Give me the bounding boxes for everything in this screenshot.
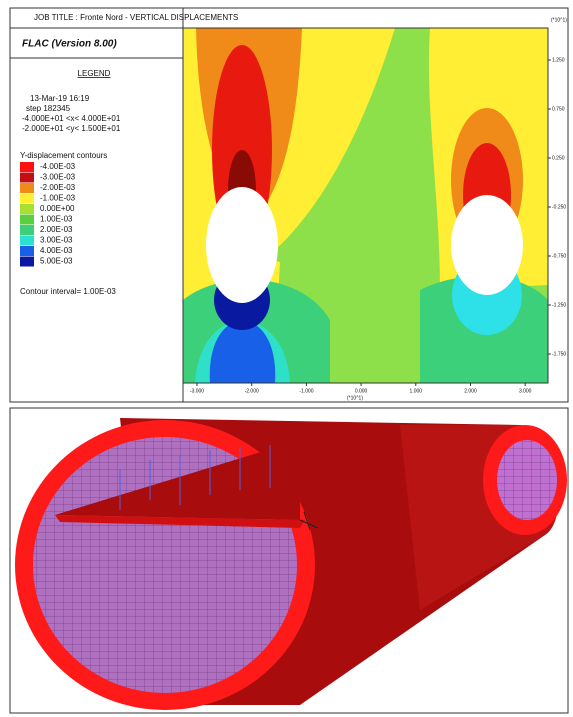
x-multiplier: (*10^1)	[347, 395, 363, 401]
legend-swatch	[20, 172, 34, 183]
x-tick-label: 2.000	[464, 388, 477, 394]
legend-swatch	[20, 183, 34, 193]
job-title: JOB TITLE : Fronte Nord - VERTICAL DISPL…	[34, 13, 238, 22]
plot-frame	[182, 27, 549, 384]
legend-swatch	[20, 204, 34, 214]
legend-level: 5.00E-03	[40, 257, 73, 266]
legend-level: 0.00E+00	[40, 204, 75, 213]
crown-shell	[55, 440, 300, 520]
legend-level: -4.00E-03	[40, 162, 76, 171]
legend-x-range: -4.000E+01 <x< 4.000E+01	[22, 114, 121, 123]
legend-swatch	[20, 235, 34, 246]
y-ticks: 1.250 0.750 0.250 -0.250 -0.750 -1.250 -1.750	[548, 57, 566, 357]
legend-level: 1.00E-03	[40, 215, 73, 224]
x-tick-label: -3.000	[190, 388, 204, 394]
legend-swatch	[20, 214, 34, 225]
y-multiplier: (*10^1)	[551, 17, 567, 23]
legend-level: 2.00E-03	[40, 225, 73, 234]
legend-swatch	[20, 162, 34, 172]
legend-level: -3.00E-03	[40, 173, 76, 182]
contour-interval: Contour interval= 1.00E-03	[20, 287, 116, 296]
legend-swatch	[20, 193, 34, 204]
x-tick-label: -2.000	[245, 388, 259, 394]
legend-date: 13-Mar-19 16:19	[30, 94, 90, 103]
x-tick-label: -1.000	[299, 388, 313, 394]
legend-swatch	[20, 246, 34, 256]
x-tick-label: 0.000	[355, 388, 368, 394]
legend-swatch	[20, 256, 34, 267]
y-tick-label: 1.250	[552, 57, 565, 63]
legend-title: LEGEND	[78, 69, 111, 78]
y-tick-label: 0.750	[552, 106, 565, 112]
contour-plot	[183, 28, 548, 383]
legend-swatch	[20, 225, 34, 235]
x-tick-label: 1.000	[410, 388, 423, 394]
legend-step: step 182345	[26, 104, 71, 113]
y-tick-label: -1.250	[552, 302, 566, 308]
legend-contours-title: Y-displacement contours	[20, 151, 107, 160]
bolts	[119, 445, 271, 510]
y-tick-label: -1.750	[552, 351, 566, 357]
tunnel-excavation	[206, 187, 278, 303]
x-tick-label: 3.000	[519, 388, 532, 394]
tunnel-excavation	[451, 195, 523, 295]
legend-level: 4.00E-03	[40, 246, 73, 255]
legend-y-range: -2.000E+01 <y< 1.500E+01	[22, 124, 121, 133]
y-tick-label: 0.250	[552, 155, 565, 161]
y-tick-label: -0.250	[552, 204, 566, 210]
small-portal-mesh	[497, 440, 557, 520]
x-ticks: -3.000 -2.000 -1.000 0.000 1.000 2.000 3.000	[190, 383, 532, 394]
legend-level: 3.00E-03	[40, 236, 73, 245]
legend-levels: -4.00E-03 -3.00E-03-2.00E-03 -1.00E-030.00…	[20, 162, 76, 267]
program-name: FLAC (Version 8.00)	[22, 39, 117, 50]
y-tick-label: -0.750	[552, 253, 566, 259]
invert-slab	[55, 515, 305, 528]
contour-band	[209, 320, 276, 383]
legend-level: -1.00E-03	[40, 194, 76, 203]
legend-level: -2.00E-03	[40, 183, 76, 192]
axis-gizmo	[299, 511, 319, 531]
